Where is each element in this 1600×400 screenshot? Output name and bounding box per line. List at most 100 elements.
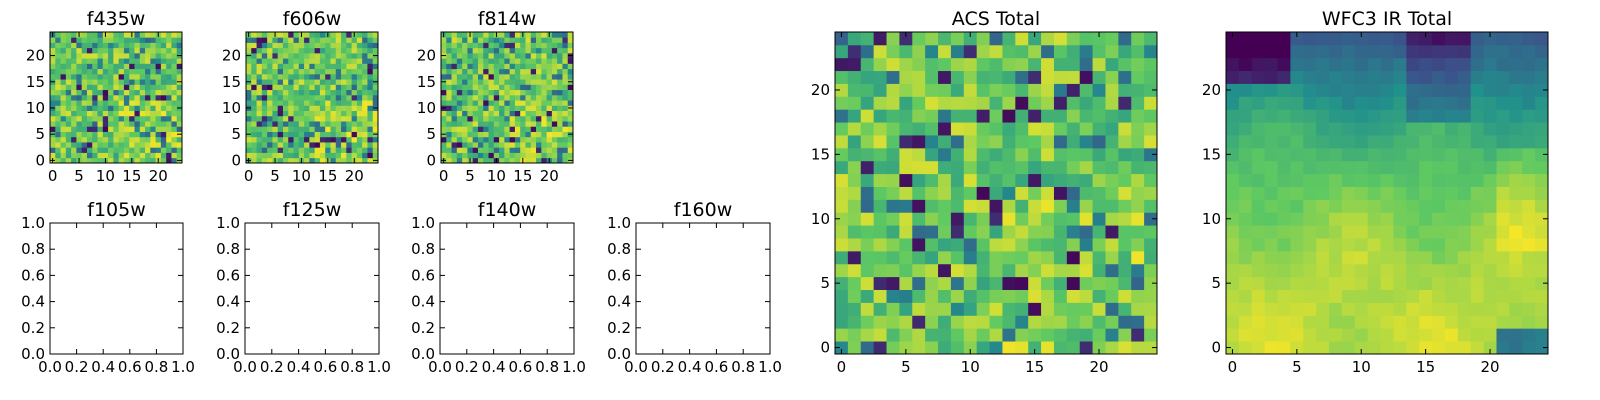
heatmap-cell (1380, 122, 1394, 136)
heatmap-cell (567, 94, 574, 101)
heatmap-cell (86, 94, 93, 101)
heatmap-cell (256, 136, 263, 143)
heatmap-cell (372, 110, 379, 117)
heatmap-cell (557, 147, 563, 153)
heatmap-cell (446, 157, 452, 164)
heatmap-cell (1079, 83, 1093, 97)
heatmap-cell (1015, 263, 1029, 278)
heatmap-cell (509, 147, 516, 153)
heatmap-cell (1406, 199, 1420, 213)
heatmap-cell (1354, 173, 1369, 187)
heatmap-cell (1053, 199, 1068, 213)
heatmap-cell (472, 79, 479, 85)
heatmap-cell (551, 147, 558, 153)
heatmap-cell (446, 152, 452, 159)
heatmap-cell (847, 83, 862, 97)
heatmap-cell (488, 47, 495, 54)
heatmap-cell (330, 115, 337, 122)
heatmap-cell (1496, 199, 1510, 213)
heatmap-cell (288, 131, 294, 138)
heatmap-cell (541, 37, 547, 43)
heatmap-cell (1092, 109, 1106, 123)
heatmap-cell (456, 94, 463, 101)
heatmap-cell (1079, 160, 1093, 175)
heatmap-cell (1277, 109, 1291, 123)
heatmap-cell (282, 68, 289, 75)
heatmap-cell (989, 83, 1003, 97)
heatmap-cell (60, 110, 67, 117)
heatmap-cell (509, 52, 516, 59)
heatmap-cell (1522, 32, 1536, 46)
heatmap-cell (76, 84, 83, 91)
x-tick-label: 20 (1089, 358, 1108, 376)
heatmap-cell (150, 89, 156, 96)
heatmap-cell (372, 63, 379, 70)
heatmap-cell (261, 52, 268, 59)
heatmap-cell (1131, 32, 1145, 46)
heatmap-cell (562, 94, 569, 101)
heatmap-cell (456, 32, 463, 38)
heatmap-cell (176, 121, 183, 127)
heatmap-cell (319, 152, 326, 159)
heatmap-cell (97, 126, 104, 132)
heatmap-cell (488, 58, 495, 64)
heatmap-cell (546, 47, 553, 54)
heatmap-cell (1041, 238, 1055, 252)
heatmap-cell (71, 131, 77, 138)
heatmap-cell (1105, 160, 1119, 175)
heatmap-cell (325, 58, 331, 64)
heatmap-cell (1509, 212, 1523, 226)
heatmap-cell (92, 115, 98, 122)
heatmap-cell (314, 152, 321, 159)
heatmap-cell (899, 70, 913, 84)
heatmap-cell (367, 147, 374, 153)
heatmap-cell (446, 52, 452, 59)
heatmap-cell (298, 94, 305, 101)
heatmap-cell (912, 212, 926, 226)
heatmap-cell (546, 105, 553, 111)
heatmap-cell (50, 37, 56, 43)
heatmap-cell (1303, 302, 1317, 316)
heatmap-cell (938, 186, 952, 200)
heatmap-cell (267, 147, 273, 153)
heatmap-cell (129, 42, 135, 49)
heatmap-cell (1015, 341, 1029, 355)
heatmap-cell (362, 147, 368, 153)
heatmap-cell (81, 142, 88, 148)
heatmap-cell (493, 136, 500, 143)
heatmap-cell (1002, 302, 1016, 316)
heatmap-cell (356, 147, 363, 153)
heatmap-cell (113, 142, 120, 148)
heatmap-cell (938, 225, 952, 239)
heatmap-cell (50, 152, 56, 159)
heatmap-cell (113, 58, 120, 64)
heatmap-cell (546, 42, 553, 49)
heatmap-cell (97, 68, 104, 75)
heatmap-cell (1041, 341, 1055, 355)
heatmap-cell (1406, 109, 1420, 123)
heatmap-cell (246, 142, 252, 148)
heatmap-cell (938, 32, 952, 46)
heatmap-cell (1144, 315, 1158, 329)
heatmap-cell (551, 121, 558, 127)
heatmap-cell (562, 52, 569, 59)
heatmap-cell (1367, 250, 1381, 265)
heatmap-cell (325, 126, 331, 132)
heatmap-cell (520, 115, 526, 122)
heatmap-cell (293, 147, 300, 153)
heatmap-cell (451, 42, 458, 49)
heatmap-cell (1303, 160, 1317, 175)
heatmap-cell (536, 121, 542, 127)
heatmap-cell (325, 89, 331, 96)
heatmap-cell (1105, 186, 1119, 200)
heatmap-cell (118, 42, 125, 49)
heatmap-cell (1457, 173, 1472, 187)
heatmap-cell (847, 328, 862, 342)
heatmap-cell (92, 58, 98, 64)
heatmap-cell (557, 110, 563, 117)
heatmap-cell (351, 105, 358, 111)
heatmap-cell (102, 94, 109, 101)
heatmap-cell (150, 115, 156, 122)
heatmap-cell (171, 121, 178, 127)
heatmap-cell (282, 142, 289, 148)
